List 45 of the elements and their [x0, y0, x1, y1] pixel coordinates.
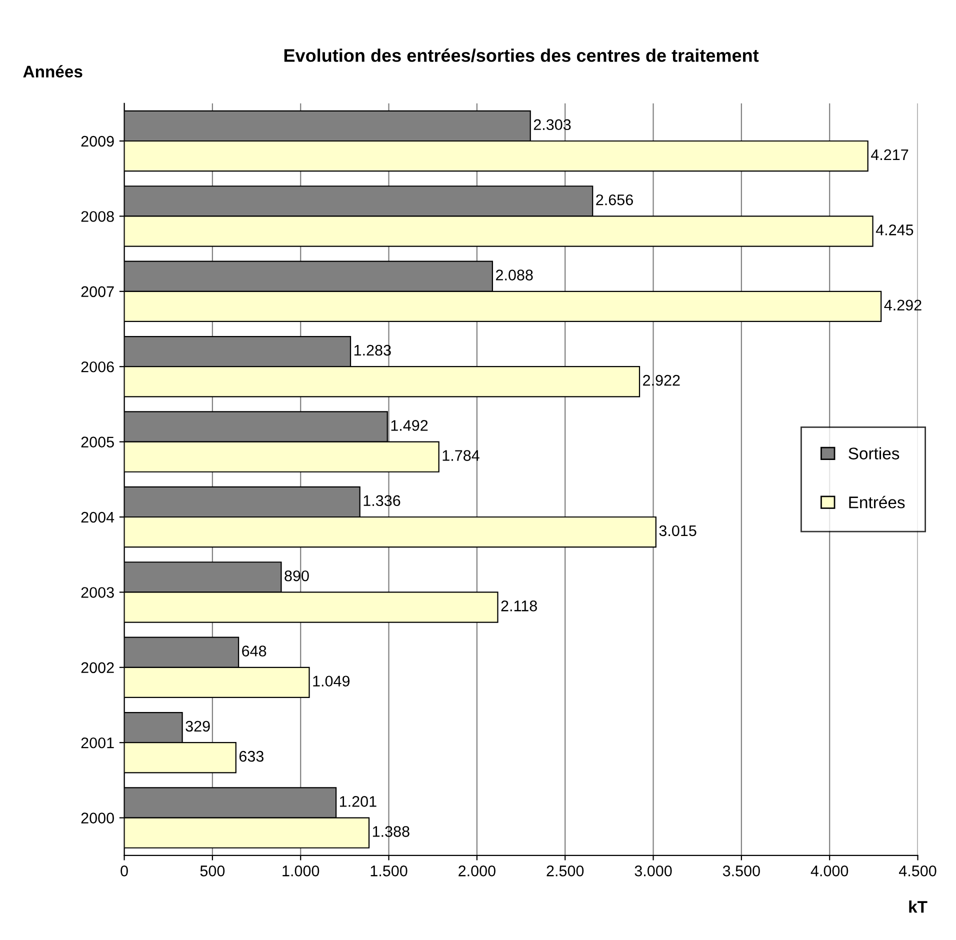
data-label: 2.118	[501, 600, 537, 612]
data-label: 1.283	[354, 344, 391, 356]
chart-title: Evolution des entrées/sorties des centres de traitement	[284, 48, 759, 62]
data-label: 4.217	[870, 149, 908, 160]
data-label: 1.784	[442, 450, 480, 461]
x-tick-label: 4.500	[898, 866, 936, 876]
x-tick-label: 3.000	[634, 866, 672, 876]
x-tick-label: 2.000	[458, 866, 496, 876]
data-label: 2.303	[534, 119, 571, 130]
x-tick-label: 500	[200, 866, 225, 876]
y-tick-label: 2003	[81, 587, 114, 598]
data-label: 2.088	[496, 270, 533, 280]
y-tick-label: 2007	[81, 286, 114, 298]
data-label: 4.292	[884, 300, 922, 311]
x-tick-label: 4.000	[810, 866, 848, 876]
data-label: 329	[186, 720, 210, 732]
x-tick-label: 3.500	[722, 866, 760, 876]
data-label: 4.245	[876, 224, 914, 236]
y-tick-label: 2000	[81, 812, 114, 824]
data-label: 1.492	[391, 420, 428, 431]
legend-label: Entrées	[849, 496, 905, 508]
y-tick-label: 2004	[81, 512, 114, 523]
y-tick-label: 2008	[81, 211, 114, 222]
data-label: 1.388	[372, 826, 410, 837]
data-label: 2.656	[596, 194, 633, 206]
x-tick-label: 1.000	[282, 866, 320, 876]
y-tick-label: 2002	[81, 662, 114, 674]
data-label: 1.201	[340, 796, 376, 807]
y-tick-label: 2005	[81, 436, 114, 448]
x-tick-label: 2.500	[546, 866, 584, 876]
data-label: 1.049	[313, 676, 350, 687]
data-label: 3.015	[659, 525, 696, 536]
x-tick-label: 0	[120, 866, 128, 876]
y-tick-label: 2001	[81, 737, 114, 748]
x-tick-label: 1.500	[370, 866, 408, 876]
y-tick-label: 2006	[81, 361, 114, 372]
data-label: 890	[284, 570, 309, 582]
y-axis-title: Années	[23, 65, 82, 78]
data-label: 633	[239, 750, 264, 762]
legend-label: Sorties	[848, 447, 900, 460]
data-label: 1.336	[364, 495, 400, 506]
y-tick-label: 2009	[81, 136, 114, 147]
data-label: 648	[242, 646, 266, 656]
x-axis-title: kT	[909, 900, 928, 913]
data-label: 2.922	[643, 374, 680, 386]
